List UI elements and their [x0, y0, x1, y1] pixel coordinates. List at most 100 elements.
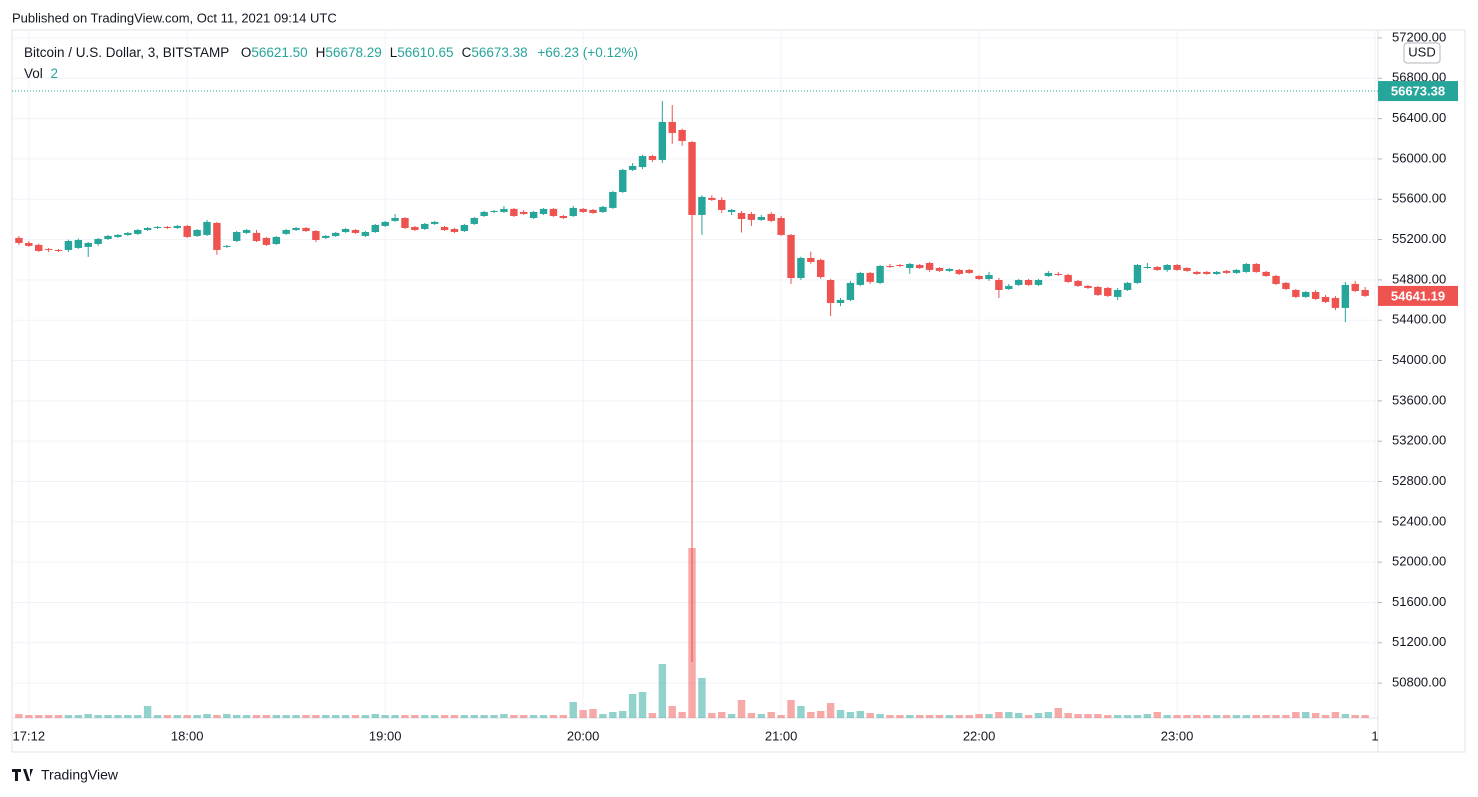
y-tick-label: 50800.00	[1392, 675, 1446, 690]
x-tick-label: 20:00	[567, 728, 600, 743]
volume-bar	[648, 713, 657, 718]
candle-body	[242, 229, 251, 233]
volume-bar	[747, 713, 756, 718]
volume-bar	[975, 714, 983, 718]
volume-bar	[1005, 712, 1013, 718]
volume-bar	[54, 715, 63, 718]
candle-body	[896, 264, 904, 266]
volume-bar	[935, 715, 944, 718]
x-tick-label: 18:00	[171, 728, 204, 743]
volume-bar	[846, 712, 855, 718]
legend-key: L	[389, 45, 398, 60]
volume-bar	[1292, 712, 1300, 718]
legend-value: 56678.29	[325, 45, 382, 60]
volume-bar	[1203, 715, 1211, 718]
volume-bar	[262, 715, 271, 718]
candle-body	[797, 257, 805, 278]
candle-body	[935, 268, 944, 271]
volume-bar	[925, 715, 934, 718]
volume-bar	[708, 713, 716, 718]
price-label: 56673.38	[1391, 83, 1445, 98]
candle-body	[490, 210, 498, 212]
y-tick-label: 54400.00	[1392, 312, 1446, 327]
volume-bar	[193, 715, 201, 718]
y-tick-label: 55600.00	[1392, 191, 1446, 206]
legend-value: 56673.38	[471, 45, 528, 60]
candle-body	[925, 262, 934, 270]
candle-body	[15, 237, 23, 244]
candle-body	[1163, 264, 1171, 270]
candle-body	[1123, 282, 1132, 290]
published: Published on TradingView.com, Oct 11, 20…	[12, 10, 337, 25]
volume-bar	[163, 715, 172, 718]
volume-bar	[727, 714, 736, 718]
candle-body	[153, 226, 162, 228]
volume-bar	[698, 678, 706, 718]
candle-body	[381, 221, 389, 226]
candle-body	[1222, 270, 1231, 273]
candle-body	[529, 211, 538, 219]
volume-bar	[985, 714, 993, 718]
volume-bar	[153, 715, 162, 718]
volume-bar	[292, 715, 300, 718]
candle-body	[757, 216, 766, 220]
candle-body	[638, 156, 647, 167]
candle-body	[1232, 269, 1241, 273]
volume-bar	[490, 715, 498, 718]
candle-body	[193, 229, 201, 236]
volume-bar	[757, 714, 766, 718]
candle-body	[599, 206, 607, 212]
volume-bar	[856, 711, 865, 718]
candle-body	[322, 235, 330, 238]
volume-bar	[529, 715, 538, 718]
candle-body	[223, 245, 231, 247]
volume-bar	[84, 714, 92, 718]
candle-body	[876, 265, 884, 283]
candle-body	[915, 264, 924, 269]
candle-body	[628, 165, 637, 170]
volume-bar	[1242, 715, 1251, 718]
candle-body	[807, 257, 815, 262]
candle-body	[1034, 279, 1043, 285]
volume-bar	[836, 710, 845, 718]
volume-bar	[203, 714, 211, 718]
volume-bar	[1331, 712, 1340, 718]
volume-bar	[381, 715, 389, 718]
candle-body	[1282, 282, 1290, 289]
candle-body	[272, 236, 281, 245]
candle-body	[1193, 271, 1201, 274]
change: +66.23 (+0.12%)	[537, 45, 638, 60]
y-tick-label: 54000.00	[1392, 352, 1446, 367]
volume-bar	[1232, 715, 1241, 718]
candle-body	[114, 234, 122, 237]
candle-body	[64, 240, 73, 250]
volume-bar	[252, 715, 261, 718]
volume-legend: Vol 2	[24, 66, 58, 81]
candle-body	[1361, 289, 1369, 296]
candle-body	[421, 223, 429, 229]
candle-body	[510, 208, 518, 216]
volume-bar	[114, 715, 122, 718]
volume-bar	[94, 715, 102, 718]
volume-bar	[133, 715, 142, 718]
volume-bar	[450, 715, 459, 718]
candle-body	[866, 272, 874, 282]
volume-bar	[213, 715, 221, 718]
volume-bar	[440, 715, 449, 718]
candle-body	[718, 199, 726, 210]
volume-bar	[1341, 714, 1350, 718]
candle-body	[1014, 279, 1023, 285]
y-tick-label: 56000.00	[1392, 150, 1446, 165]
volume-bar	[1302, 712, 1310, 718]
volume-bar	[272, 715, 281, 718]
y-tick-label: 55200.00	[1392, 231, 1446, 246]
volume-bar	[223, 714, 231, 718]
volume-bar	[302, 715, 310, 718]
candle-body	[678, 129, 686, 141]
candle-body	[1084, 285, 1092, 288]
volume-bar	[1272, 715, 1280, 718]
volume-bar	[797, 706, 805, 718]
volume-bar	[609, 712, 617, 718]
candle-body	[1094, 286, 1102, 295]
candle-body	[292, 227, 300, 230]
